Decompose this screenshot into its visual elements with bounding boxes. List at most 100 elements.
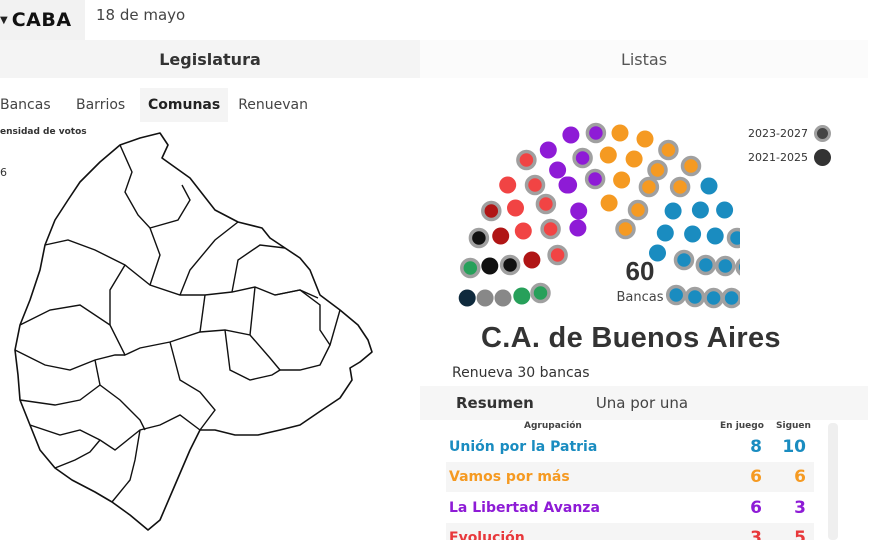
table-row[interactable]: Unión por la Patria 8 10 — [446, 432, 814, 462]
seat-dot[interactable] — [535, 193, 557, 215]
col-en-juego: En juego — [720, 421, 764, 431]
party-name: Unión por la Patria — [449, 439, 598, 455]
seat-dot[interactable] — [656, 224, 674, 242]
seat-dot[interactable] — [572, 147, 593, 169]
legend-period-2021: 2021-2025 — [748, 149, 831, 166]
seat-dot[interactable] — [700, 177, 718, 195]
seat-dot[interactable] — [625, 150, 643, 168]
seat-dot[interactable] — [673, 249, 695, 271]
seat-dot[interactable] — [599, 146, 617, 164]
table-row[interactable]: La Libertad Avanza 6 3 — [446, 493, 814, 523]
seat-dot[interactable] — [658, 139, 679, 161]
results-tabs: Resumen Una por una — [420, 386, 868, 420]
seat-dot[interactable] — [481, 200, 502, 222]
seats-siguen: 10 — [782, 437, 806, 457]
seat-dot[interactable] — [476, 289, 494, 307]
renueva-text: Renueva 30 bancas — [452, 365, 590, 381]
seat-dot[interactable] — [665, 284, 687, 306]
seat-dot[interactable] — [468, 227, 490, 249]
tab-resumen[interactable]: Resumen — [456, 394, 534, 412]
region-selector[interactable]: ▼ CABA — [0, 0, 85, 40]
tab-renuevan[interactable]: Renuevan — [238, 97, 309, 113]
region-title: C.A. de Buenos Aires — [481, 322, 781, 354]
seat-dot[interactable] — [585, 122, 607, 144]
seat-dot[interactable] — [703, 287, 724, 309]
seat-dot[interactable] — [499, 254, 521, 276]
seat-dot[interactable] — [691, 201, 709, 219]
seats-siguen: 5 — [794, 528, 806, 540]
seat-dot[interactable] — [523, 251, 541, 269]
seat-dot[interactable] — [684, 225, 702, 243]
seat-dot[interactable] — [569, 219, 587, 237]
seat-dot[interactable] — [499, 176, 517, 194]
seat-dot[interactable] — [613, 171, 631, 189]
seat-dot[interactable] — [706, 227, 724, 245]
seat-dot[interactable] — [481, 257, 499, 275]
tab-barrios[interactable]: Barrios — [76, 97, 126, 113]
seat-dot[interactable] — [680, 155, 702, 177]
seat-dot[interactable] — [524, 174, 546, 196]
seat-dot[interactable] — [562, 126, 580, 144]
seats-en-juego: 6 — [750, 467, 762, 487]
map-legend-value: 6 — [0, 166, 7, 179]
seat-dot[interactable] — [516, 149, 537, 171]
party-name: Vamos por más — [449, 469, 570, 485]
tab-bancas[interactable]: Bancas — [0, 97, 51, 113]
seat-dot[interactable] — [507, 199, 524, 217]
seat-dot[interactable] — [716, 201, 734, 219]
seat-dot[interactable] — [539, 141, 557, 159]
comunas-map[interactable] — [0, 130, 400, 540]
seat-dot[interactable] — [735, 258, 740, 276]
seat-dot[interactable] — [726, 227, 741, 249]
seat-dot[interactable] — [514, 222, 532, 240]
seats-siguen: 6 — [794, 467, 806, 487]
seat-dot[interactable] — [600, 194, 618, 212]
legend-period-2023: 2023-2027 — [748, 125, 831, 142]
seat-dot[interactable] — [460, 257, 481, 279]
table-row[interactable]: Evolución 3 5 — [446, 523, 814, 540]
seat-dot[interactable] — [611, 124, 629, 142]
map-legend-title: ensidad de votos — [0, 127, 87, 137]
table-row[interactable]: Vamos por más 6 6 — [446, 462, 814, 492]
seat-dot[interactable] — [560, 176, 578, 194]
seat-dot[interactable] — [627, 199, 649, 221]
seat-dot[interactable] — [647, 159, 668, 181]
seat-dot[interactable] — [513, 287, 531, 305]
seat-dot[interactable] — [715, 255, 736, 277]
seat-dot[interactable] — [649, 244, 666, 262]
total-seats-number: 60 — [625, 256, 655, 286]
tab-listas[interactable]: Listas — [420, 40, 868, 78]
seat-dot[interactable] — [547, 244, 568, 266]
region-selector-label: CABA — [11, 9, 72, 31]
seat-dot[interactable] — [636, 130, 654, 148]
tab-una-por-una[interactable]: Una por una — [595, 394, 689, 412]
tab-legislatura[interactable]: Legislatura — [0, 40, 420, 78]
seat-dot[interactable] — [638, 176, 660, 198]
seat-dot[interactable] — [669, 176, 691, 198]
seat-dot[interactable] — [695, 254, 717, 276]
seat-dot[interactable] — [721, 287, 740, 309]
seats-en-juego: 3 — [750, 528, 762, 540]
seat-dot[interactable] — [549, 161, 567, 179]
legend-period-2021-label: 2021-2025 — [748, 151, 808, 164]
seat-dot[interactable] — [458, 289, 476, 307]
col-siguen: Siguen — [776, 421, 811, 431]
seat-dot[interactable] — [664, 202, 682, 220]
seat-dot[interactable] — [540, 218, 561, 240]
party-name: La Libertad Avanza — [449, 500, 600, 516]
seat-dot[interactable] — [584, 168, 606, 190]
seat-dot[interactable] — [684, 286, 706, 308]
seat-dot[interactable] — [570, 202, 588, 220]
total-seats-label: Bancas — [616, 290, 664, 305]
city-outline — [14, 132, 373, 531]
tab-comunas[interactable]: Comunas — [140, 88, 229, 122]
top-bar: ▼ CABA 18 de mayo — [0, 0, 870, 40]
table-scrollbar[interactable] — [828, 423, 838, 540]
seat-dot[interactable] — [492, 227, 510, 245]
seats-en-juego: 6 — [750, 498, 762, 518]
seat-dot[interactable] — [615, 218, 636, 240]
legend-period-2023-label: 2023-2027 — [748, 127, 808, 140]
seats-siguen: 3 — [794, 498, 806, 518]
seat-dot[interactable] — [494, 289, 512, 307]
seat-dot[interactable] — [530, 282, 551, 304]
